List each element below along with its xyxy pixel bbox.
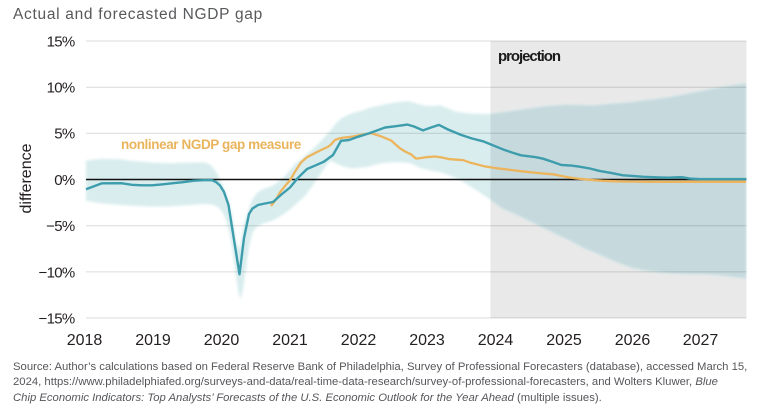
svg-text:2025: 2025: [546, 332, 582, 349]
svg-text:2026: 2026: [615, 332, 651, 349]
svg-text:2022: 2022: [341, 332, 377, 349]
svg-text:2023: 2023: [409, 332, 445, 349]
svg-text:nonlinear NGDP gap measure: nonlinear NGDP gap measure: [121, 137, 302, 152]
svg-text:2018: 2018: [67, 332, 103, 349]
svg-text:difference: difference: [18, 143, 35, 213]
svg-text:2021: 2021: [272, 332, 308, 349]
svg-text:−5%: −5%: [46, 218, 75, 235]
svg-text:0%: 0%: [54, 172, 75, 189]
svg-text:−10%: −10%: [39, 264, 75, 281]
svg-text:−15%: −15%: [39, 310, 75, 327]
svg-text:2027: 2027: [683, 332, 719, 349]
svg-text:5%: 5%: [54, 126, 75, 143]
svg-text:2019: 2019: [135, 332, 171, 349]
svg-text:projection: projection: [498, 48, 561, 65]
svg-text:10%: 10%: [47, 80, 75, 97]
svg-text:2020: 2020: [204, 332, 240, 349]
svg-text:2024: 2024: [478, 332, 514, 349]
svg-text:15%: 15%: [47, 33, 75, 50]
